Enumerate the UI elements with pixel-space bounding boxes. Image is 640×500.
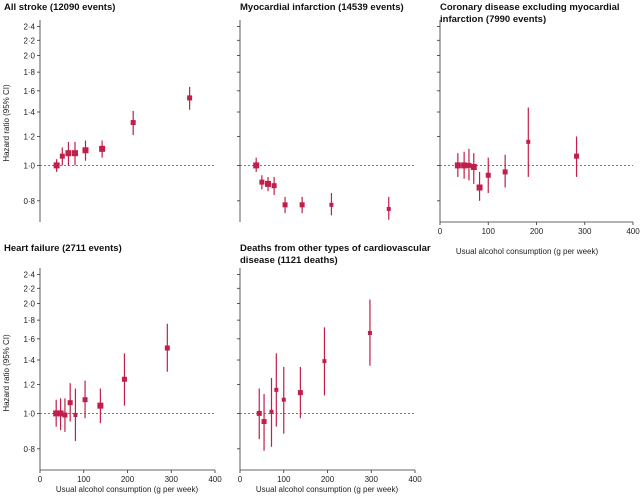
hazard-ratio-marker <box>269 409 274 414</box>
panel-title-line-1: Deaths from other types of cardiovascula… <box>240 243 431 254</box>
panel-coronary-disease: Coronary disease excluding myocardial in… <box>437 2 640 256</box>
hazard-ratio-marker <box>502 169 508 175</box>
hazard-ratio-marker <box>53 410 60 417</box>
x-tick-label: 200 <box>121 475 135 484</box>
x-tick-label: 400 <box>208 475 222 484</box>
panel-title: All stroke (12090 events) <box>4 2 115 13</box>
panel-myocardial-infarction: Myocardial infarction (14539 events) <box>237 2 415 222</box>
y-tick-label: 2·0 <box>23 299 35 308</box>
hazard-ratio-marker <box>97 402 104 409</box>
panel-axes: 0 100 200 300 400 <box>237 268 422 484</box>
y-tick-label: 2·4 <box>23 22 35 31</box>
y-axis-label: Hazard ratio (95% CI) <box>2 334 11 412</box>
hazard-ratio-marker <box>297 390 303 396</box>
hazard-ratio-marker <box>261 419 267 425</box>
y-tick-label: 0·8 <box>23 197 35 206</box>
y-tick-label: 1·4 <box>23 356 35 365</box>
hazard-ratio-marker <box>72 150 78 157</box>
x-axis-label: Usual alcohol consumption (g per week) <box>256 485 399 494</box>
hazard-ratio-marker <box>57 410 64 417</box>
hazard-ratio-marker <box>164 345 170 351</box>
x-tick-label: 200 <box>321 475 335 484</box>
hazard-ratio-marker <box>256 410 262 416</box>
hazard-ratio-marker <box>59 153 65 159</box>
x-tick-label: 0 <box>38 475 43 484</box>
panel-title-line-1: Coronary disease excluding myocardial <box>440 2 620 13</box>
hazard-ratio-marker <box>461 162 468 169</box>
hazard-ratio-marker <box>187 95 193 101</box>
panel-title-line-2: disease (1121 deaths) <box>240 255 338 266</box>
panel-title: Heart failure (2711 events) <box>4 243 122 254</box>
y-tick-label: 1·0 <box>23 161 35 170</box>
hazard-ratio-marker <box>476 184 483 191</box>
x-tick-label: 0 <box>438 227 443 236</box>
x-tick-label: 400 <box>408 475 422 484</box>
x-tick-label: 300 <box>165 475 179 484</box>
hazard-ratio-marker <box>121 376 127 382</box>
hazard-ratio-marker <box>53 162 60 169</box>
hazard-ratio-marker <box>274 387 279 392</box>
y-tick-label: 2·2 <box>23 36 35 45</box>
hazard-ratio-marker <box>259 179 265 185</box>
x-tick-label: 300 <box>365 475 379 484</box>
x-tick-label: 100 <box>482 227 496 236</box>
panel-title: Myocardial infarction (14539 events) <box>240 2 404 13</box>
panel-all-stroke: All stroke (12090 events) Hazard ratio (… <box>2 2 215 222</box>
x-axis-label: Usual alcohol consumption (g per week) <box>456 247 599 256</box>
x-tick-label: 0 <box>238 475 243 484</box>
y-tick-label: 2·2 <box>23 284 35 293</box>
x-axis-label: Usual alcohol consumption (g per week) <box>56 485 199 494</box>
hazard-ratio-marker <box>130 120 136 126</box>
x-tick-label: 100 <box>277 475 291 484</box>
hazard-ratio-marker <box>470 163 477 170</box>
y-axis-label: Hazard ratio (95% CI) <box>2 84 11 162</box>
hazard-ratio-marker <box>282 202 288 208</box>
hazard-ratio-marker <box>65 150 72 157</box>
hazard-ratio-marker <box>574 153 580 159</box>
hazard-ratio-marker <box>299 202 305 208</box>
hazard-ratio-marker <box>82 397 88 403</box>
hazard-ratio-marker <box>67 400 73 406</box>
hazard-ratio-marker <box>73 412 78 417</box>
panel-axes <box>237 20 415 222</box>
hazard-ratio-marker <box>526 139 531 144</box>
y-tick-label: 1·4 <box>23 108 35 117</box>
panel-axes: 0·8 1·0 1·2 1·4 1·6 1·8 2·0 2·2 2·4 0 100 200 300 400 <box>23 268 222 484</box>
hazard-ratio-marker <box>281 397 286 402</box>
y-tick-label: 1·8 <box>23 316 35 325</box>
x-tick-label: 100 <box>77 475 91 484</box>
y-tick-label: 1·6 <box>23 87 35 96</box>
panel-heart-failure: Heart failure (2711 events) Hazard ratio… <box>2 243 222 494</box>
panel-other-cvd-deaths: Deaths from other types of cardiovascula… <box>237 243 431 494</box>
y-tick-label: 1·6 <box>23 335 35 344</box>
hazard-ratio-marker <box>454 162 461 169</box>
y-tick-label: 1·0 <box>23 409 35 418</box>
x-tick-label: 400 <box>626 227 640 236</box>
x-tick-label: 200 <box>530 227 544 236</box>
panel-axes: 0 100 200 300 400 <box>437 20 640 236</box>
y-tick-label: 2·0 <box>23 51 35 60</box>
hazard-ratio-marker <box>466 162 472 168</box>
x-tick-label: 300 <box>578 227 592 236</box>
y-tick-label: 1·2 <box>23 132 35 141</box>
hazard-ratio-marker <box>265 180 271 187</box>
hazard-ratio-marker <box>271 183 277 189</box>
hazard-ratio-marker <box>62 412 68 418</box>
hazard-ratio-marker <box>253 162 260 169</box>
y-tick-label: 1·2 <box>23 380 35 389</box>
panel-axes: 0·8 1·0 1·2 1·4 1·6 1·8 2·0 2·2 2·4 <box>23 20 215 222</box>
hazard-ratio-marker <box>386 206 391 211</box>
hazard-ratio-marker <box>82 147 89 154</box>
y-tick-label: 2·4 <box>23 270 35 279</box>
panel-title-line-2: infarction (7990 events) <box>440 14 546 25</box>
hazard-ratio-marker <box>322 359 327 364</box>
hazard-ratio-marker <box>329 202 334 207</box>
hazard-ratio-marker <box>367 330 372 335</box>
y-tick-label: 0·8 <box>23 445 35 454</box>
hazard-ratio-marker <box>99 145 106 152</box>
hazard-ratio-marker <box>485 172 491 178</box>
y-tick-label: 1·8 <box>23 68 35 77</box>
